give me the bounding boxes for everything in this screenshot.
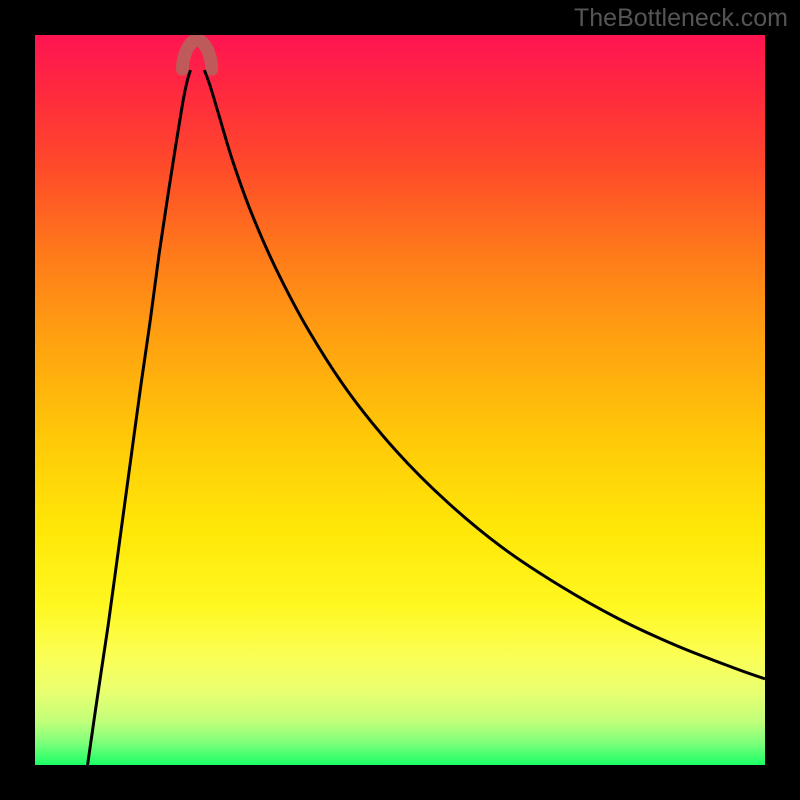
- attribution-text: TheBottleneck.com: [574, 4, 788, 33]
- chart-frame: [0, 0, 800, 800]
- curve-left: [88, 70, 191, 765]
- dip-endcap: [182, 40, 211, 69]
- curve-right: [204, 70, 765, 679]
- plot-area: [35, 35, 765, 765]
- curves-layer: [35, 35, 765, 765]
